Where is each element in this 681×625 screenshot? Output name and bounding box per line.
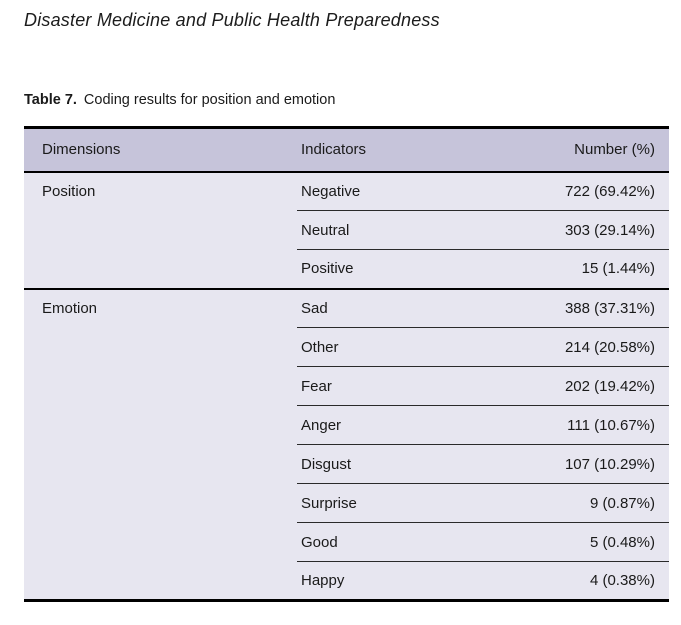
indicator-cell: Negative [301, 182, 361, 200]
table-label: Table 7. [24, 92, 77, 108]
column-header-dimensions: Dimensions [24, 127, 297, 173]
table-row: Surprise 9 (0.87%) [24, 483, 669, 523]
section-emotion: Emotion Sad 388 (37.31%) Other 214 (20.5… [24, 288, 669, 601]
table-row: Neutral 303 (29.14%) [24, 210, 669, 250]
number-cell: 9 (0.87%) [482, 483, 669, 523]
number-cell: 4 (0.38%) [482, 561, 669, 601]
table-row: Anger 111 (10.67%) [24, 405, 669, 445]
journal-title: Disaster Medicine and Public Health Prep… [24, 10, 440, 30]
column-header-number: Number (%) [482, 127, 669, 173]
indicator-cell: Anger [297, 405, 482, 445]
dimension-cell-emotion: Emotion [42, 299, 98, 317]
table-caption-text: Coding results for position and emotion [83, 92, 336, 108]
table-row: Happy 4 (0.38%) [24, 561, 669, 601]
dimension-cell-position: Position [42, 182, 96, 200]
table-row: Fear 202 (19.42%) [24, 366, 669, 406]
table-row: Position Negative 722 (69.42%) [24, 172, 669, 211]
section-position: Position Negative 722 (69.42%) Neutral 3… [24, 171, 669, 289]
table-row: Positive 15 (1.44%) [24, 249, 669, 289]
number-cell: 303 (29.14%) [482, 210, 669, 250]
number-cell: 15 (1.44%) [482, 249, 669, 289]
indicator-cell: Surprise [297, 483, 482, 523]
table-row: Other 214 (20.58%) [24, 327, 669, 367]
table-row: Good 5 (0.48%) [24, 522, 669, 562]
number-cell: 111 (10.67%) [482, 405, 669, 445]
indicator-cell: Fear [297, 366, 482, 406]
indicator-cell: Neutral [297, 210, 482, 250]
indicator-cell: Other [297, 327, 482, 367]
number-cell: 214 (20.58%) [482, 327, 669, 367]
indicator-cell: Disgust [297, 444, 482, 484]
number-cell: 388 (37.31%) [564, 299, 655, 317]
column-header-indicators: Indicators [297, 127, 482, 173]
coding-results-table: Dimensions Indicators Number (%) Positio… [24, 126, 669, 602]
indicator-cell: Good [297, 522, 482, 562]
table-caption: Table 7. Coding results for position and … [24, 92, 335, 108]
table-row: Disgust 107 (10.29%) [24, 444, 669, 484]
number-cell: 5 (0.48%) [482, 522, 669, 562]
number-cell: 107 (10.29%) [482, 444, 669, 484]
indicator-cell: Sad [301, 299, 328, 317]
indicator-cell: Positive [297, 249, 482, 289]
number-cell: 722 (69.42%) [564, 182, 655, 200]
number-cell: 202 (19.42%) [482, 366, 669, 406]
table-row: Emotion Sad 388 (37.31%) [24, 289, 669, 328]
indicator-cell: Happy [297, 561, 482, 601]
header-row: Dimensions Indicators Number (%) [24, 127, 669, 173]
